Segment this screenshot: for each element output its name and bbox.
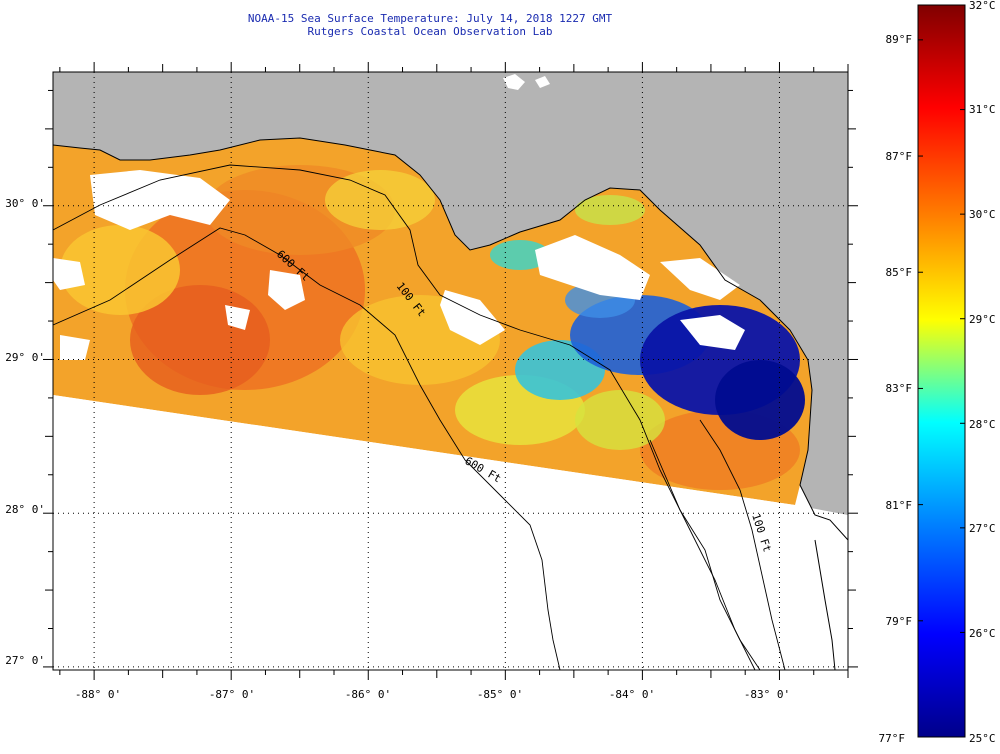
lat-label: 28° 0': [5, 503, 45, 516]
celsius-label: 30°C: [969, 208, 996, 221]
lat-label: 27° 0': [5, 654, 45, 667]
sst-cool-region: [490, 240, 805, 440]
fahrenheit-label: 81°F: [886, 499, 913, 512]
isobath-100ft-south: [699, 419, 786, 670]
map-area: [53, 72, 848, 670]
colorbar-ticks: [918, 4, 965, 738]
isobath-600ft-south: [649, 439, 761, 670]
cloud-mask: [53, 74, 848, 670]
coastline: [53, 137, 848, 670]
lon-label: -84° 0': [609, 688, 655, 701]
colorbar-gradient: [917, 4, 966, 738]
fahrenheit-label: 89°F: [886, 33, 913, 46]
lon-label: -86° 0': [345, 688, 391, 701]
map-subtitle: Rutgers Coastal Ocean Observation Lab: [307, 25, 553, 38]
celsius-label: 31°C: [969, 103, 996, 116]
temperature-colorbar: 32°C 31°C 30°C 29°C 28°C 27°C 26°C 25°C …: [879, 0, 996, 745]
land: [53, 72, 848, 540]
isobaths: [53, 164, 786, 670]
fahrenheit-label: 77°F: [879, 732, 906, 745]
isobath-100ft-north: [53, 164, 756, 670]
celsius-label: 27°C: [969, 522, 996, 535]
lon-label: -83° 0': [744, 688, 790, 701]
latitude-labels: 30° 0' 29° 0' 28° 0' 27° 0': [5, 197, 45, 667]
fahrenheit-label: 85°F: [886, 266, 913, 279]
frame-ticks: [43, 62, 858, 680]
map-title: NOAA-15 Sea Surface Temperature: July 14…: [247, 12, 613, 25]
lat-label: 30° 0': [5, 197, 45, 210]
lat-label: 29° 0': [5, 351, 45, 364]
celsius-label: 25°C: [969, 732, 996, 745]
map-frame: [52, 71, 849, 671]
lon-label: -85° 0': [477, 688, 523, 701]
lon-label: -87° 0': [209, 688, 255, 701]
celsius-label: 29°C: [969, 313, 996, 326]
longitude-labels: -88° 0' -87° 0' -86° 0' -85° 0' -84° 0' …: [75, 688, 790, 701]
isobath-600ft-north: [53, 227, 561, 670]
fahrenheit-label: 87°F: [886, 150, 913, 163]
celsius-label: 32°C: [969, 0, 996, 12]
celsius-label: 28°C: [969, 418, 996, 431]
fahrenheit-label: 83°F: [886, 382, 913, 395]
lon-label: -88° 0': [75, 688, 121, 701]
fahrenheit-label: 79°F: [886, 615, 913, 628]
celsius-label: 26°C: [969, 627, 996, 640]
